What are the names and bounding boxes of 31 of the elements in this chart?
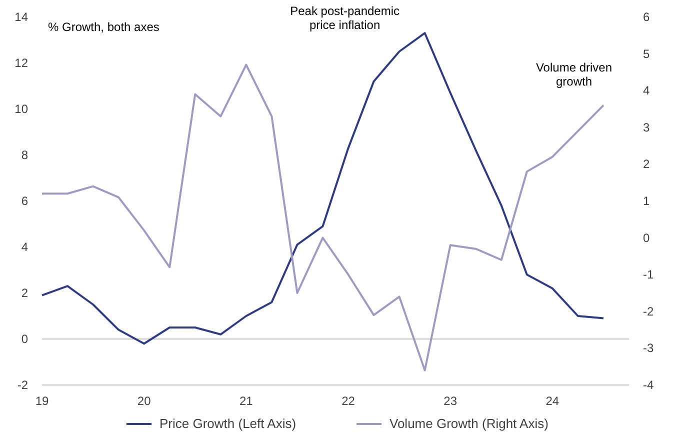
x-tick-label: 21 [239, 394, 254, 408]
y-tick-label: 4 [21, 240, 28, 254]
y2-tick-label: -4 [643, 378, 654, 392]
y2-tick-label: 0 [643, 230, 650, 245]
y2-tick-label: -3 [643, 341, 654, 356]
y-tick-label: 10 [14, 102, 28, 116]
y2-tick-label: 4 [643, 84, 650, 98]
y2-tick-label: 5 [643, 46, 650, 61]
y-tick-label: 0 [21, 332, 28, 346]
y-tick-label: -2 [17, 378, 28, 392]
y2-tick-label: 3 [643, 120, 650, 134]
x-tick-label: 24 [546, 394, 560, 408]
y2-tick-label: -2 [643, 304, 654, 318]
y2-tick-label: 6 [643, 10, 650, 24]
x-tick-label: 19 [35, 394, 49, 408]
annotation: % Growth, both axes [48, 20, 160, 34]
y2-tick-label: -1 [643, 268, 654, 282]
annotation: Peak post-pandemic price inflation [290, 4, 400, 32]
y2-tick-label: 1 [643, 194, 650, 208]
y-tick-label: 8 [21, 148, 28, 162]
y-tick-label: 2 [21, 286, 28, 300]
legend-label: Price Growth (Left Axis) [160, 416, 296, 431]
legend-label: Volume Growth (Right Axis) [390, 416, 548, 431]
y-tick-label: 14 [14, 10, 28, 24]
y2-tick-label: 2 [643, 157, 650, 172]
x-tick-label: 23 [444, 394, 458, 408]
y-tick-label: 6 [21, 194, 28, 208]
x-tick-label: 20 [137, 394, 152, 408]
y-tick-label: 12 [14, 56, 28, 70]
x-tick-label: 22 [342, 394, 356, 408]
annotation: Volume driven growth [536, 60, 612, 88]
